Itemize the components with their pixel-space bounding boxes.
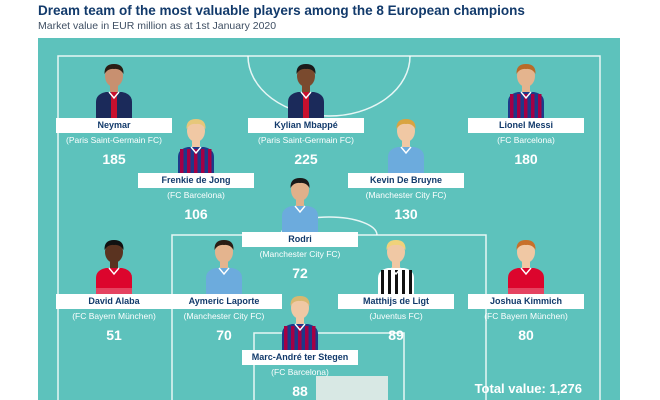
player-name: Frenkie de Jong [138, 173, 254, 188]
player-market-value: 185 [74, 151, 154, 167]
player-club: (Paris Saint-Germain FC) [38, 135, 194, 146]
player-avatar-icon [284, 58, 328, 118]
football-pitch: Total value: 1,276 Neymar (Paris Saint-Ge… [38, 38, 620, 400]
player-avatar-icon [174, 113, 218, 173]
header: Dream team of the most valuable players … [38, 3, 525, 33]
player-market-value: 180 [486, 151, 566, 167]
player-club: (FC Barcelona) [116, 190, 276, 201]
player-club: (Paris Saint-Germain FC) [226, 135, 386, 146]
player-name: Matthijs de Ligt [338, 294, 454, 309]
player-avatar-icon [202, 234, 246, 294]
player-avatar-icon [92, 234, 136, 294]
player-name: Marc-André ter Stegen [242, 350, 358, 365]
player-market-value: 72 [260, 265, 340, 281]
player-market-value: 70 [184, 327, 264, 343]
player-market-value: 106 [156, 206, 236, 222]
player-avatar-icon [384, 113, 428, 173]
player-name: Aymeric Laporte [166, 294, 282, 309]
player-avatar-icon [504, 234, 548, 294]
player-name: Rodri [242, 232, 358, 247]
player-market-value: 89 [356, 327, 436, 343]
page-subtitle: Market value in EUR million as at 1st Ja… [38, 19, 525, 33]
player-club: (Manchester City FC) [326, 190, 486, 201]
player-name: Kylian Mbappé [248, 118, 364, 133]
player-avatar-icon [374, 234, 418, 294]
player-name: David Alaba [56, 294, 172, 309]
page-title: Dream team of the most valuable players … [38, 3, 525, 19]
player-name: Joshua Kimmich [468, 294, 584, 309]
player-club: (FC Bayern München) [446, 311, 606, 322]
player-market-value: 225 [266, 151, 346, 167]
player-club: (FC Barcelona) [446, 135, 606, 146]
player-market-value: 80 [486, 327, 566, 343]
player-market-value: 88 [260, 383, 340, 399]
player-name: Lionel Messi [468, 118, 584, 133]
player-name: Neymar [56, 118, 172, 133]
player-market-value: 51 [74, 327, 154, 343]
player-market-value: 130 [366, 206, 446, 222]
total-value: Total value: 1,276 [475, 381, 582, 396]
player-club: (FC Barcelona) [220, 367, 380, 378]
player-name: Kevin De Bruyne [348, 173, 464, 188]
player-avatar-icon [278, 290, 322, 350]
player-avatar-icon [278, 172, 322, 232]
player-avatar-icon [92, 58, 136, 118]
player-avatar-icon [504, 58, 548, 118]
